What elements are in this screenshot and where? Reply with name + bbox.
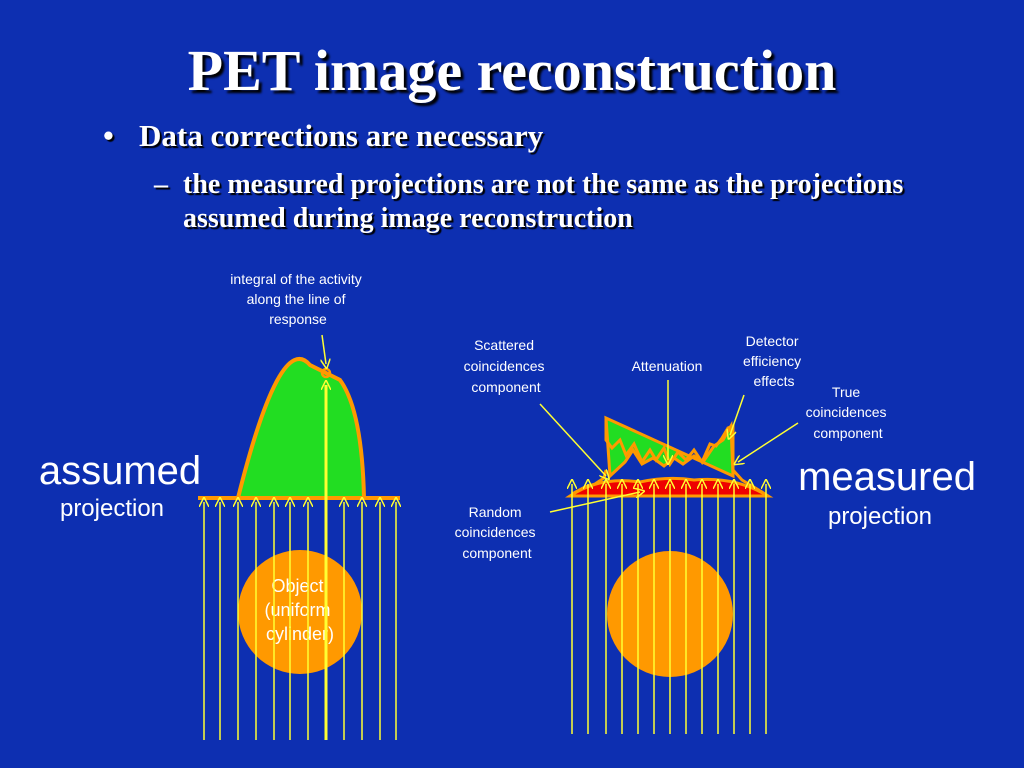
measured-true-component bbox=[604, 415, 735, 480]
measured-sub-label: projection bbox=[828, 503, 932, 530]
detector-arrow bbox=[730, 394, 745, 435]
measured-lines-of-response bbox=[572, 484, 766, 734]
attenuation-annotation-line: Attenuation bbox=[632, 358, 703, 374]
bullet-level1-text: Data corrections are necessary bbox=[139, 118, 544, 153]
true-arrow bbox=[738, 422, 799, 462]
assumed-label: assumed bbox=[39, 449, 201, 493]
page-title: PET image reconstruction bbox=[187, 38, 837, 103]
bullet-level1: • Data corrections are necessary bbox=[103, 118, 543, 154]
scattered-arrow bbox=[539, 403, 606, 476]
integral-annotation-line: along the line of bbox=[247, 291, 346, 307]
scattered-annotation-line: Scattered bbox=[474, 337, 534, 353]
true-annotation-line: component bbox=[813, 425, 882, 441]
assumed-sub-label: projection bbox=[60, 495, 164, 522]
detector-annotation-line: efficiency bbox=[743, 353, 801, 369]
detector-annotation-line: Detector bbox=[746, 333, 799, 349]
assumed-projection-curve bbox=[235, 357, 367, 500]
true-annotation-line: True bbox=[832, 384, 860, 400]
integral-annotation: integral of the activity along the line … bbox=[230, 271, 365, 327]
bullet-level2-text: the measured projections are not the sam… bbox=[183, 169, 904, 234]
bullet-marker: • bbox=[103, 118, 114, 153]
object-label-line: cylinder) bbox=[266, 624, 334, 644]
integral-annotation-line: integral of the activity bbox=[230, 271, 362, 287]
object-label-line: Object bbox=[271, 576, 323, 596]
true-annotation: True coincidences component bbox=[806, 384, 891, 441]
true-annotation-line: coincidences bbox=[806, 404, 887, 420]
object-cylinder bbox=[238, 550, 362, 674]
detector-annotation: Detector efficiency effects bbox=[743, 333, 805, 389]
random-annotation-line: component bbox=[462, 545, 531, 561]
random-arrow bbox=[549, 492, 640, 513]
bullet-level2: – the measured projections are not the s… bbox=[154, 168, 934, 236]
random-annotation: Random coincidences component bbox=[455, 504, 540, 561]
assumed-lines-of-response bbox=[204, 502, 396, 740]
measured-projection-group: Scattered coincidences component Attenua… bbox=[455, 333, 976, 734]
random-annotation-line: Random bbox=[469, 504, 522, 520]
detector-annotation-line: effects bbox=[754, 373, 795, 389]
measured-label: measured bbox=[798, 455, 976, 499]
annotation-arrow bbox=[322, 334, 326, 364]
dash-marker: – bbox=[154, 169, 168, 200]
assumed-projection-group: Object (uniform cylinder) integral of th… bbox=[39, 271, 400, 740]
object-label-line: (uniform bbox=[264, 600, 330, 620]
attenuation-annotation: Attenuation bbox=[632, 358, 703, 374]
integral-annotation-line: response bbox=[269, 311, 327, 327]
random-annotation-line: coincidences bbox=[455, 524, 536, 540]
scattered-annotation-line: coincidences bbox=[464, 358, 545, 374]
scattered-annotation-line: component bbox=[471, 379, 540, 395]
object-label: Object (uniform cylinder) bbox=[264, 576, 335, 644]
scattered-annotation: Scattered coincidences component bbox=[464, 337, 549, 395]
